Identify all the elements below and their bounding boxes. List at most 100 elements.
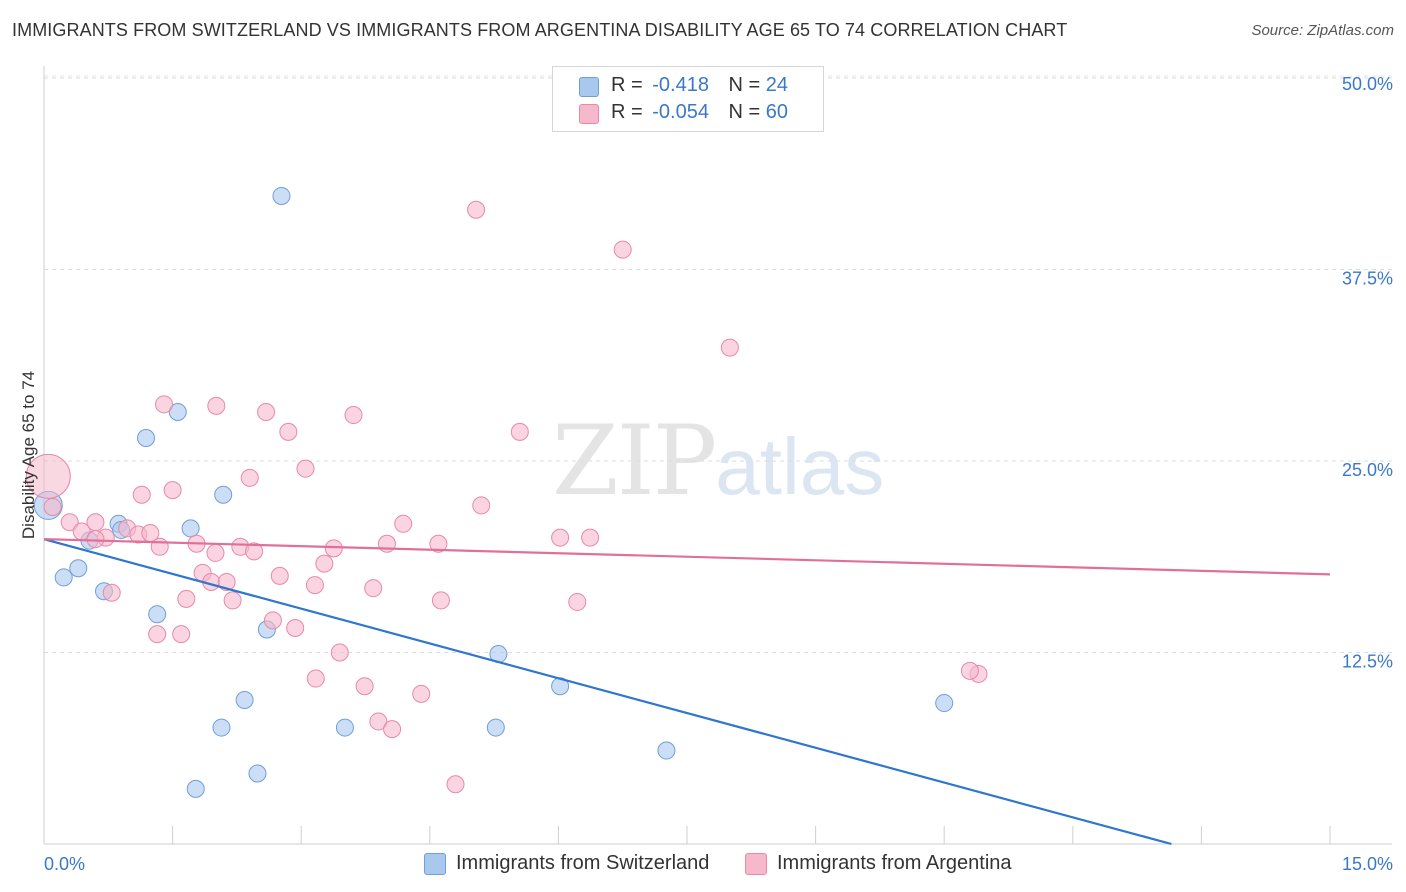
argentina-point [257, 402, 276, 421]
switzerland-point [69, 559, 88, 578]
switzerland-point [486, 718, 505, 737]
argentina-point [429, 534, 448, 553]
switzerland-point [335, 718, 354, 737]
y-tick-label: 12.5% [1342, 652, 1393, 672]
argentina-point [568, 592, 587, 611]
argentina-point [245, 542, 264, 561]
switzerland-point [657, 741, 676, 760]
grid-lines [44, 75, 1392, 653]
argentina-point [431, 591, 450, 610]
argentina-point [364, 579, 383, 598]
argentina-point [355, 677, 374, 696]
r-label: R = [611, 101, 643, 123]
argentina-point [172, 625, 191, 644]
argentina-point [132, 485, 151, 504]
argentina-point [344, 406, 363, 425]
argentina-point [394, 514, 413, 533]
switzerland-point [235, 690, 254, 709]
argentina-point [613, 240, 632, 259]
switzerland-point [168, 402, 187, 421]
argentina-point [446, 775, 465, 794]
axes [43, 66, 1392, 845]
switzerland-point [935, 694, 954, 713]
argentina-trend-line [43, 538, 1331, 576]
switzerland-point [214, 485, 233, 504]
argentina-point [223, 591, 242, 610]
switzerland-point [54, 568, 73, 587]
stats-legend: R = -0.418 N = 24 R = -0.054 N = 60 [552, 66, 824, 132]
switzerland-point [248, 764, 267, 783]
y-tick-label: 37.5% [1342, 269, 1393, 289]
argentina-point [155, 395, 174, 414]
x-tick-label: 15.0% [1342, 854, 1393, 874]
source-credit: Source: ZipAtlas.com [1251, 22, 1394, 39]
argentina-point [163, 481, 182, 500]
argentina-point [43, 497, 62, 516]
argentina-point [60, 513, 79, 532]
argentina-legend-swatch [745, 853, 767, 875]
n-label: N = [728, 74, 761, 96]
argentina-swatch [579, 104, 599, 124]
argentina-point [315, 554, 334, 573]
y-tick-label: 25.0% [1342, 460, 1393, 480]
argentina-points [25, 200, 988, 794]
argentina-legend-label: Immigrants from Argentina [777, 852, 1012, 874]
watermark-zip: ZIP [552, 405, 717, 517]
argentina-point [86, 530, 105, 549]
trend-lines [43, 538, 1331, 846]
r-label: R = [611, 74, 643, 96]
switzerland-legend-label: Immigrants from Switzerland [456, 852, 710, 874]
switzerland-point [212, 718, 231, 737]
y-tick-label: 50.0% [1342, 74, 1393, 94]
argentina-point [207, 396, 226, 415]
argentina-point [472, 496, 491, 515]
zipatlas-watermark: ZIPatlas [552, 405, 884, 517]
argentina-point [279, 422, 298, 441]
switzerland-point [148, 605, 167, 624]
argentina-point [240, 468, 259, 487]
argentina-point [148, 625, 167, 644]
argentina-point [305, 576, 324, 595]
argentina-point [510, 422, 529, 441]
argentina-point [551, 528, 570, 547]
argentina-point [177, 589, 196, 608]
argentina-point [467, 200, 486, 219]
switzerland-stats: R = -0.418 N = 24 [611, 74, 788, 97]
switzerland-point [137, 429, 156, 448]
argentina-point [296, 459, 315, 478]
argentina-point [581, 528, 600, 547]
argentina-point [102, 583, 121, 602]
argentina-point [263, 611, 282, 630]
y-axis-label: Disability Age 65 to 74 [19, 371, 38, 539]
argentina-point [369, 712, 388, 731]
watermark-atlas: atlas [715, 422, 885, 511]
argentina-point [150, 537, 169, 556]
switzerland-point [272, 186, 291, 205]
n-label: N = [728, 101, 761, 123]
argentina-point [412, 684, 431, 703]
switzerland-legend-swatch [424, 853, 446, 875]
switzerland-trend-line [43, 538, 1172, 846]
argentina-point [286, 618, 305, 637]
switzerland-point [181, 519, 200, 538]
argentina-point [25, 453, 71, 499]
r-value: -0.054 [652, 101, 709, 123]
argentina-point [330, 643, 349, 662]
switzerland-swatch [579, 77, 599, 97]
argentina-stats: R = -0.054 N = 60 [611, 101, 788, 124]
x-tick-label: 0.0% [44, 854, 85, 874]
r-value: -0.418 [652, 74, 709, 96]
argentina-point [206, 543, 225, 562]
argentina-point [383, 720, 402, 739]
n-value: 60 [765, 101, 789, 123]
argentina-point [960, 661, 979, 680]
argentina-point [306, 669, 325, 688]
switzerland-point [186, 779, 205, 798]
argentina-point [270, 566, 289, 585]
n-value: 24 [765, 74, 789, 96]
argentina-point [86, 513, 105, 532]
argentina-point [720, 338, 739, 357]
tick-labels: 12.5% 25.0% 37.5% 50.0% 0.0% 15.0% [44, 74, 1393, 874]
chart-title: IMMIGRANTS FROM SWITZERLAND VS IMMIGRANT… [12, 20, 1068, 40]
